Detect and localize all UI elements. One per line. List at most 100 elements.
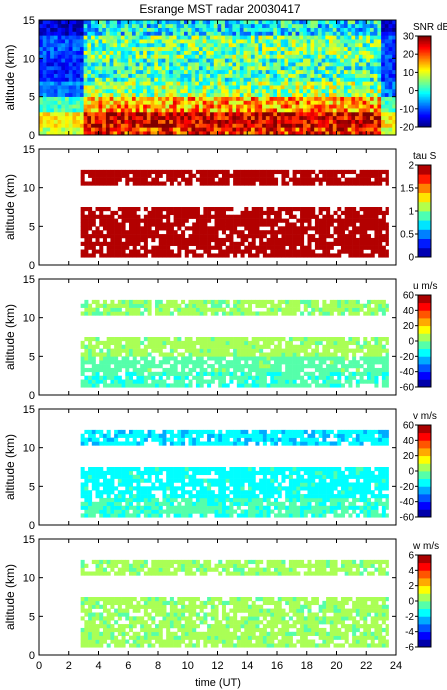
heatmap-cell — [166, 226, 171, 231]
heatmap-cell — [176, 100, 181, 105]
heatmap-cell — [303, 92, 308, 97]
heatmap-cell — [344, 234, 349, 239]
heatmap-cell — [158, 108, 163, 113]
heatmap-cell — [95, 181, 100, 186]
heatmap-cell — [120, 23, 125, 28]
heatmap-cell — [348, 245, 353, 250]
heatmap-cell — [143, 379, 148, 384]
heatmap-cell — [83, 96, 88, 101]
heatmap-cell — [102, 89, 107, 94]
heatmap-cell — [50, 89, 55, 94]
heatmap-cell — [273, 66, 278, 71]
heatmap-cell — [310, 43, 315, 48]
heatmap-cell — [195, 352, 200, 357]
heatmap-cell — [210, 96, 215, 101]
heatmap-cell — [366, 54, 371, 59]
heatmap-cell — [280, 112, 285, 117]
heatmap-cell — [125, 299, 130, 305]
heatmap-cell — [84, 383, 89, 388]
heatmap-cell — [166, 360, 171, 365]
heatmap-cell — [121, 169, 126, 175]
heatmap-cell — [207, 383, 212, 388]
heatmap-cell — [262, 89, 267, 94]
heatmap-cell — [124, 104, 129, 109]
heatmap-cell — [198, 92, 203, 97]
heatmap-cell — [347, 35, 352, 40]
heatmap-cell — [106, 169, 111, 175]
heatmap-cell — [233, 352, 238, 357]
heatmap-cell — [343, 92, 348, 97]
heatmap-cell — [321, 66, 326, 71]
heatmap-cell — [228, 62, 233, 67]
heatmap-cell — [88, 245, 93, 250]
heatmap-cell — [326, 253, 331, 258]
heatmap-cell — [291, 69, 296, 74]
heatmap-cell — [165, 81, 170, 86]
heatmap-cell — [217, 119, 222, 124]
heatmap-cell — [291, 85, 296, 90]
heatmap-cell — [151, 375, 156, 380]
heatmap-cell — [143, 367, 148, 373]
heatmap-cell — [172, 39, 177, 44]
heatmap-cell — [295, 115, 300, 120]
heatmap-cell — [76, 50, 81, 55]
y-axis-label: altitude (km) — [3, 44, 17, 110]
heatmap-cell — [269, 58, 274, 63]
heatmap-cell — [381, 253, 386, 258]
heatmap-cell — [254, 112, 259, 117]
heatmap-cell — [262, 245, 267, 250]
heatmap-cell — [198, 39, 203, 44]
heatmap-cell — [217, 23, 222, 28]
heatmap-cell — [143, 123, 148, 128]
heatmap-cell — [102, 81, 107, 86]
heatmap-cell — [303, 119, 308, 124]
heatmap-cell — [358, 58, 363, 63]
heatmap-cell — [284, 20, 289, 25]
heatmap-cell — [288, 77, 293, 82]
heatmap-cell — [355, 131, 360, 136]
y-tick-label: 5 — [29, 92, 35, 104]
heatmap-cell — [117, 364, 122, 369]
heatmap-cell — [247, 226, 253, 231]
heatmap-cell — [352, 218, 357, 223]
heatmap-cell — [296, 230, 301, 235]
heatmap-cell — [255, 218, 260, 223]
heatmap-cell — [344, 226, 349, 231]
heatmap-cell — [117, 123, 122, 128]
heatmap-cell — [329, 27, 334, 32]
heatmap-cell — [173, 207, 178, 212]
heatmap-cell — [150, 77, 155, 82]
heatmap-cell — [373, 77, 378, 82]
heatmap-cell — [321, 54, 326, 59]
heatmap-cell — [348, 241, 353, 246]
heatmap-cell — [373, 35, 378, 40]
heatmap-cell — [221, 85, 226, 90]
colorbar-step — [418, 102, 431, 105]
heatmap-cell — [102, 299, 107, 305]
heatmap-cell — [269, 31, 274, 36]
heatmap-cell — [91, 241, 96, 246]
heatmap-cell — [87, 77, 92, 82]
heatmap-cell — [180, 123, 185, 128]
heatmap-cell — [340, 92, 345, 97]
heatmap-cell — [348, 237, 353, 243]
heatmap-cell — [120, 100, 125, 105]
heatmap-cell — [254, 92, 259, 97]
heatmap-cell — [247, 27, 252, 32]
heatmap-cell — [143, 360, 148, 365]
heatmap-cell — [348, 169, 353, 175]
heatmap-cell — [102, 237, 107, 243]
heatmap-cell — [277, 127, 282, 132]
heatmap-cell — [139, 115, 144, 120]
heatmap-cell — [143, 344, 148, 349]
heatmap-cell — [65, 123, 70, 128]
heatmap-cell — [366, 210, 372, 216]
heatmap-cell — [147, 303, 152, 308]
heatmap-cell — [285, 249, 290, 254]
heatmap-cell — [299, 54, 304, 59]
heatmap-cell — [348, 214, 353, 219]
heatmap-cell — [46, 23, 51, 28]
heatmap-cell — [303, 230, 308, 235]
heatmap-cell — [266, 207, 271, 212]
heatmap-cell — [373, 69, 378, 74]
